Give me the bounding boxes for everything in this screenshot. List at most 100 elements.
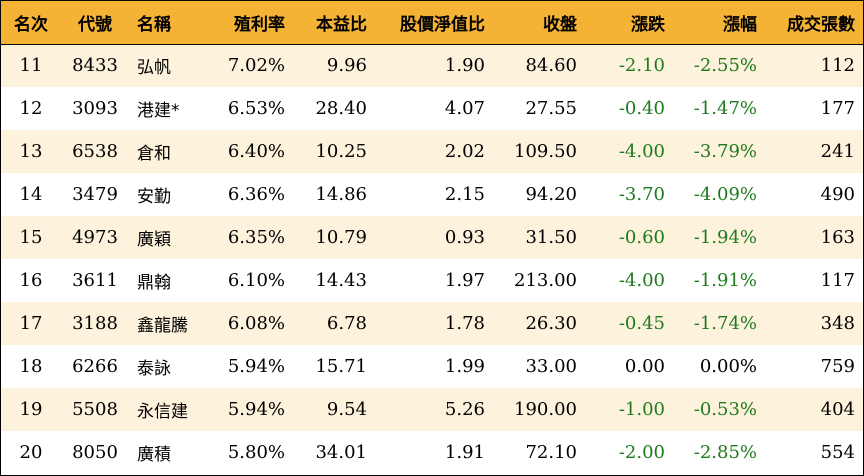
rank-cell: 18 bbox=[19, 356, 43, 377]
table-row[interactable]: 17 3188 鑫龍騰 6.08% 6.78 1.78 26.30 -0.45 -1.74% 34… bbox=[1, 302, 863, 345]
pb-ratio-cell: 1.90 bbox=[444, 55, 485, 77]
table-row[interactable]: 11 8433 弘帆 7.02% 9.96 1.90 84.60 -2.10 -2.55% 112 bbox=[1, 44, 863, 87]
column-header-rank[interactable]: 名次 bbox=[1, 1, 61, 45]
table-row[interactable]: 19 5508 永信建 5.94% 9.54 5.26 190.00 -1.00 -0.53% 4… bbox=[1, 388, 863, 431]
volume-cell: 112 bbox=[820, 55, 855, 77]
table-row[interactable]: 14 3479 安勤 6.36% 14.86 2.15 94.20 -3.70 -4.09% 49… bbox=[1, 173, 863, 216]
volume-cell: 348 bbox=[820, 313, 855, 334]
code-cell: 8433 bbox=[72, 55, 118, 77]
stock-name-cell: 泰詠 bbox=[137, 359, 171, 379]
price-change-cell: -2.10 bbox=[618, 55, 665, 77]
price-change-cell: -0.60 bbox=[618, 227, 665, 248]
pb-ratio-cell: 4.07 bbox=[444, 98, 485, 119]
yield-cell: 5.94% bbox=[227, 356, 285, 377]
price-change-pct-cell: 0.00% bbox=[699, 356, 757, 377]
code-cell: 3479 bbox=[72, 184, 118, 205]
volume-cell: 554 bbox=[820, 442, 855, 463]
code-cell: 8050 bbox=[72, 442, 118, 463]
pb-ratio-cell: 2.02 bbox=[444, 141, 485, 162]
column-header-volume[interactable]: 成交張數 bbox=[765, 1, 863, 45]
price-change-cell: -1.00 bbox=[618, 399, 665, 420]
volume-cell: 759 bbox=[820, 356, 855, 377]
price-change-pct-cell: -1.47% bbox=[693, 98, 757, 119]
close-price-cell: 33.00 bbox=[525, 356, 577, 377]
column-header-pb[interactable]: 股價淨值比 bbox=[375, 1, 493, 45]
pb-ratio-cell: 1.78 bbox=[444, 313, 485, 334]
rank-cell: 20 bbox=[19, 442, 43, 463]
column-header-code[interactable]: 代號 bbox=[61, 1, 129, 45]
price-change-pct-cell: -1.94% bbox=[693, 227, 757, 248]
price-change-pct-cell: -1.91% bbox=[693, 270, 757, 291]
column-header-pe[interactable]: 本益比 bbox=[293, 1, 375, 45]
close-price-cell: 190.00 bbox=[514, 399, 577, 420]
stock-name-cell: 安勤 bbox=[137, 187, 171, 207]
price-change-cell: -3.70 bbox=[618, 184, 665, 205]
close-price-cell: 94.20 bbox=[525, 184, 577, 205]
table-row[interactable]: 13 6538 倉和 6.40% 10.25 2.02 109.50 -4.00 -3.79% 2… bbox=[1, 130, 863, 173]
volume-cell: 177 bbox=[820, 98, 855, 119]
pe-ratio-cell: 14.43 bbox=[315, 270, 367, 291]
rank-cell: 17 bbox=[19, 313, 43, 334]
rank-cell: 14 bbox=[19, 184, 43, 205]
pb-ratio-cell: 1.91 bbox=[444, 442, 485, 463]
volume-cell: 490 bbox=[820, 184, 855, 205]
price-change-cell: -0.45 bbox=[618, 313, 665, 334]
yield-cell: 5.80% bbox=[227, 442, 285, 463]
rank-cell: 11 bbox=[19, 55, 43, 77]
price-change-pct-cell: -4.09% bbox=[693, 184, 757, 205]
yield-cell: 6.40% bbox=[227, 141, 285, 162]
code-cell: 3093 bbox=[72, 98, 118, 119]
pb-ratio-cell: 1.99 bbox=[444, 356, 485, 377]
column-header-close[interactable]: 收盤 bbox=[493, 1, 585, 45]
stock-name-cell: 廣穎 bbox=[137, 230, 171, 250]
code-cell: 6538 bbox=[72, 141, 118, 162]
price-change-cell: -4.00 bbox=[618, 270, 665, 291]
pe-ratio-cell: 10.25 bbox=[315, 141, 367, 162]
table-row[interactable]: 20 8050 廣積 5.80% 34.01 1.91 72.10 -2.00 -2.85% 55… bbox=[1, 431, 863, 474]
volume-cell: 241 bbox=[820, 141, 855, 162]
price-change-pct-cell: -0.53% bbox=[693, 399, 757, 420]
yield-cell: 6.10% bbox=[227, 270, 285, 291]
yield-cell: 6.53% bbox=[227, 98, 285, 119]
table-row[interactable]: 12 3093 港建* 6.53% 28.40 4.07 27.55 -0.40 -1.47% 1… bbox=[1, 87, 863, 130]
yield-cell: 5.94% bbox=[227, 399, 285, 420]
pb-ratio-cell: 0.93 bbox=[444, 227, 485, 248]
stock-name-cell: 弘帆 bbox=[137, 58, 171, 79]
column-header-name[interactable]: 名稱 bbox=[129, 1, 211, 45]
stock-name-cell: 港建* bbox=[137, 101, 180, 121]
pe-ratio-cell: 34.01 bbox=[315, 442, 367, 463]
rank-cell: 13 bbox=[19, 141, 43, 162]
code-cell: 3611 bbox=[72, 270, 118, 291]
stock-name-cell: 鼎翰 bbox=[137, 273, 171, 293]
yield-cell: 6.35% bbox=[227, 227, 285, 248]
close-price-cell: 26.30 bbox=[525, 313, 577, 334]
pe-ratio-cell: 28.40 bbox=[315, 98, 367, 119]
yield-cell: 6.36% bbox=[227, 184, 285, 205]
pe-ratio-cell: 10.79 bbox=[315, 227, 367, 248]
close-price-cell: 31.50 bbox=[525, 227, 577, 248]
close-price-cell: 27.55 bbox=[525, 98, 577, 119]
close-price-cell: 84.60 bbox=[525, 55, 577, 77]
rank-cell: 12 bbox=[19, 98, 43, 119]
pb-ratio-cell: 5.26 bbox=[444, 399, 485, 420]
column-header-change[interactable]: 漲跌 bbox=[585, 1, 673, 45]
column-header-change-pct[interactable]: 漲幅 bbox=[673, 1, 765, 45]
price-change-pct-cell: -1.74% bbox=[693, 313, 757, 334]
volume-cell: 117 bbox=[820, 270, 855, 291]
close-price-cell: 109.50 bbox=[514, 141, 577, 162]
price-change-pct-cell: -3.79% bbox=[693, 141, 757, 162]
price-change-pct-cell: -2.55% bbox=[693, 55, 757, 77]
table-row[interactable]: 18 6266 泰詠 5.94% 15.71 1.99 33.00 0.00 0.00% 759 bbox=[1, 345, 863, 388]
price-change-cell: 0.00 bbox=[624, 356, 665, 377]
rank-cell: 16 bbox=[19, 270, 43, 291]
rank-cell: 15 bbox=[19, 227, 43, 248]
pb-ratio-cell: 1.97 bbox=[444, 270, 485, 291]
table-row[interactable]: 15 4973 廣穎 6.35% 10.79 0.93 31.50 -0.60 -1.94% 16… bbox=[1, 216, 863, 259]
stock-name-cell: 廣積 bbox=[137, 445, 171, 465]
table-row[interactable]: 16 3611 鼎翰 6.10% 14.43 1.97 213.00 -4.00 -1.91% 1… bbox=[1, 259, 863, 302]
stock-name-cell: 倉和 bbox=[137, 144, 171, 164]
column-header-yield[interactable]: 殖利率 bbox=[211, 1, 293, 45]
code-cell: 4973 bbox=[72, 227, 118, 248]
